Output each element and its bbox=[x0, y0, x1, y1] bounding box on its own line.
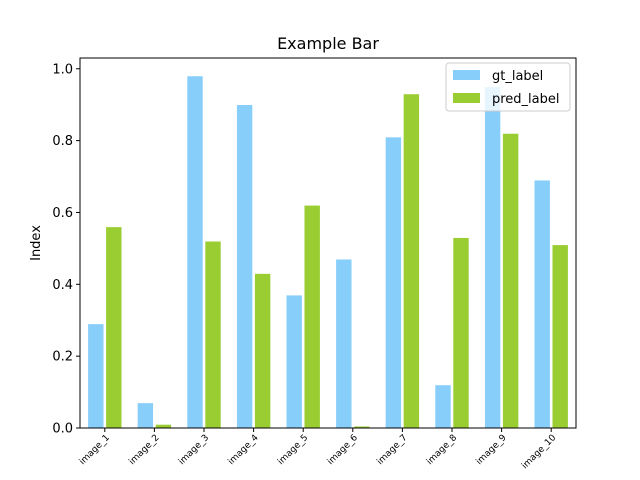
bar-gt_label-image_10 bbox=[533, 179, 551, 429]
bar-gt_label-image_2 bbox=[137, 402, 154, 429]
bar-pred_label-image_1 bbox=[105, 226, 123, 429]
bar-gt_label-image_8 bbox=[434, 384, 452, 429]
plot-frame bbox=[79, 57, 577, 429]
bar-pred_label-image_5 bbox=[303, 204, 321, 429]
y-tick-label: 0.2 bbox=[52, 350, 73, 365]
chart-title: Example Bar bbox=[277, 34, 379, 53]
y-tick-label: 0.4 bbox=[52, 278, 73, 293]
y-tick-label: 1.0 bbox=[52, 62, 73, 77]
bar-pred_label-image_8 bbox=[452, 237, 470, 429]
legend-swatch-gt_label bbox=[453, 70, 480, 80]
bar-gt_label-image_3 bbox=[186, 75, 204, 429]
bar-gt_label-image_5 bbox=[285, 294, 303, 429]
bar-gt_label-image_6 bbox=[335, 258, 353, 429]
y-axis-label: Index bbox=[29, 225, 44, 261]
y-tick-label: 0.6 bbox=[52, 206, 73, 221]
bar-pred_label-image_4 bbox=[254, 273, 271, 429]
bar-gt_label-image_1 bbox=[87, 323, 105, 429]
y-tick-label: 0.8 bbox=[52, 134, 73, 149]
bar-pred_label-image_2 bbox=[155, 424, 172, 429]
legend: gt_label pred_label bbox=[445, 62, 571, 112]
legend-swatch-pred_label bbox=[453, 93, 480, 103]
legend-label-pred_label: pred_label bbox=[492, 92, 560, 107]
bar-pred_label-image_7 bbox=[403, 93, 420, 429]
bar-gt_label-image_9 bbox=[484, 86, 501, 429]
bar-gt_label-image_7 bbox=[385, 136, 402, 429]
bars-group bbox=[87, 75, 569, 429]
bar-pred_label-image_3 bbox=[204, 240, 222, 429]
y-ticks-group: 0.0 0.2 0.4 0.6 0.8 1.0 bbox=[52, 62, 80, 437]
bar-pred_label-image_9 bbox=[502, 133, 519, 429]
y-tick-label: 0.0 bbox=[52, 422, 73, 437]
bar-gt_label-image_4 bbox=[236, 104, 253, 429]
bar-pred_label-image_10 bbox=[551, 244, 569, 429]
legend-label-gt_label: gt_label bbox=[492, 69, 543, 84]
